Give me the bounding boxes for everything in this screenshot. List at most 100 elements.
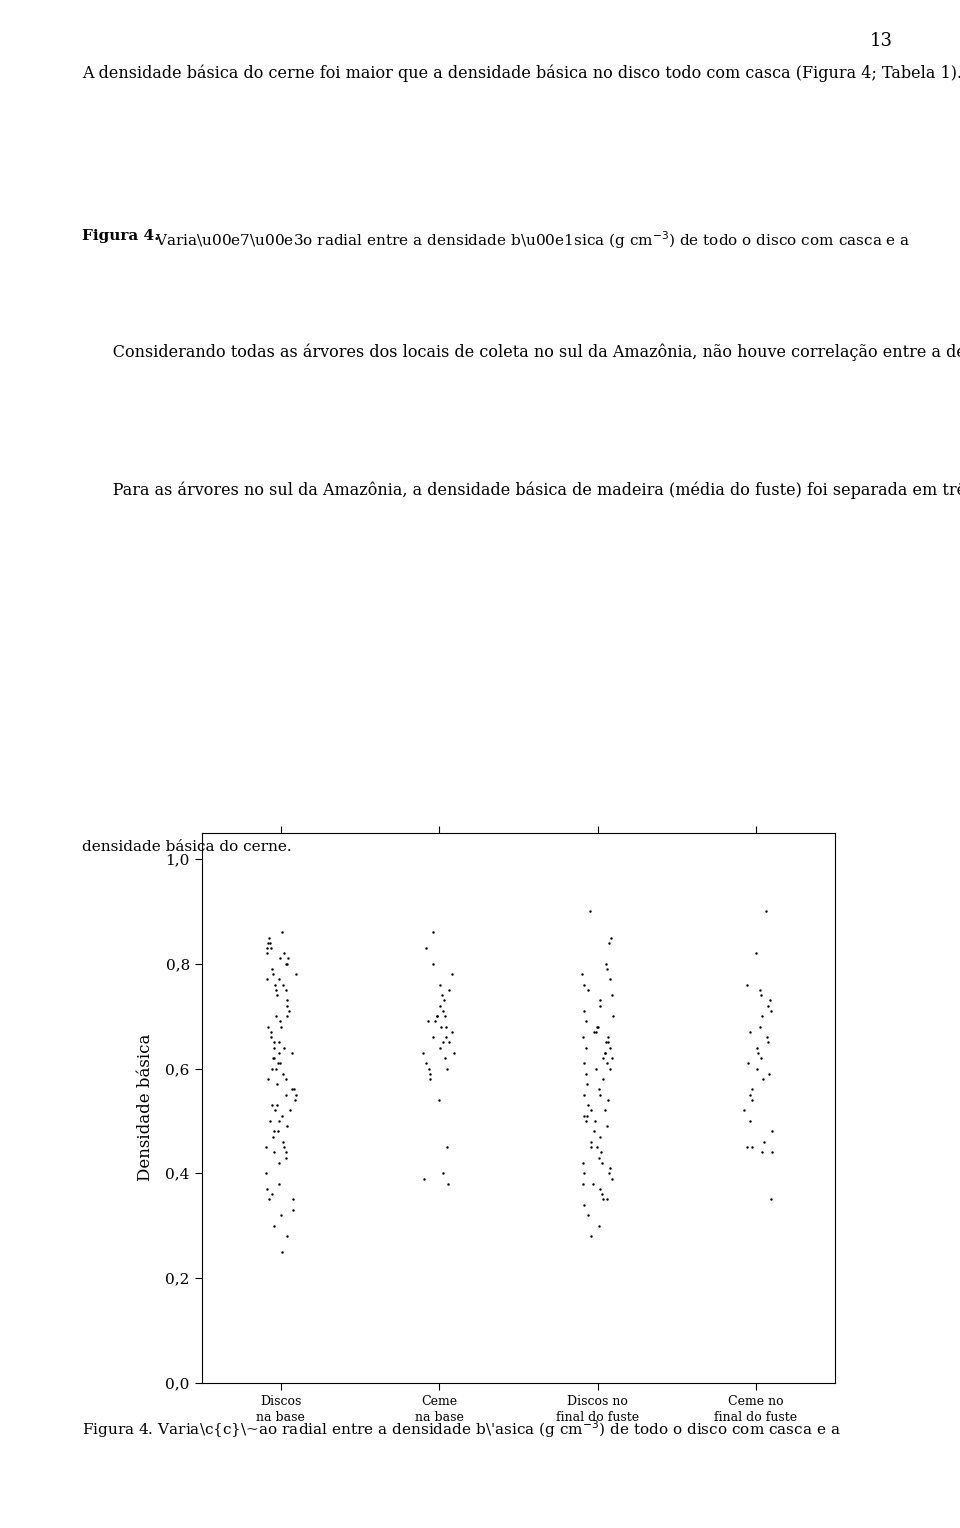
Point <box>440 1172 455 1196</box>
Point <box>272 1109 287 1134</box>
Point <box>575 963 590 987</box>
Text: Varia\u00e7\u00e3o radial entre a densidade b\u00e1sica (g cm$^{-3}$) de todo o : Varia\u00e7\u00e3o radial entre a densid… <box>155 229 910 251</box>
Point <box>591 1146 607 1170</box>
Point <box>739 1135 755 1160</box>
Point <box>419 935 434 960</box>
Point <box>586 1172 601 1196</box>
Point <box>755 1067 770 1091</box>
Point <box>276 941 292 966</box>
Point <box>275 920 290 944</box>
Point <box>274 1203 289 1227</box>
Point <box>267 1099 282 1123</box>
Point <box>278 978 294 1002</box>
Point <box>278 1082 294 1106</box>
Point <box>422 1067 438 1091</box>
Point <box>420 1008 436 1033</box>
Point <box>588 1019 603 1044</box>
Point <box>592 1177 608 1201</box>
Point <box>270 1093 285 1117</box>
Point <box>593 1140 609 1164</box>
Point <box>750 1036 765 1060</box>
Point <box>433 1015 448 1039</box>
Point <box>578 1008 593 1033</box>
Point <box>602 931 617 955</box>
Point <box>280 946 296 970</box>
Point <box>278 1067 294 1091</box>
Point <box>419 1051 434 1076</box>
Point <box>259 1177 275 1201</box>
Point <box>579 1103 594 1128</box>
Point <box>432 972 447 996</box>
Point <box>595 1151 611 1175</box>
Point <box>269 1073 284 1097</box>
Point <box>580 1203 595 1227</box>
Point <box>578 1062 593 1086</box>
Point <box>445 1041 461 1065</box>
Point <box>601 1030 616 1054</box>
Point <box>598 952 613 976</box>
Point <box>584 1099 599 1123</box>
Point <box>286 1187 301 1212</box>
Text: Figura 4.: Figura 4. <box>82 229 159 243</box>
Point <box>282 1099 298 1123</box>
Point <box>432 993 447 1018</box>
Point <box>272 1172 287 1196</box>
Point <box>431 1088 446 1112</box>
Point <box>590 1015 606 1039</box>
Point <box>744 1077 759 1102</box>
Point <box>279 952 295 976</box>
Point <box>279 1114 295 1138</box>
Point <box>261 926 276 950</box>
Point <box>748 941 763 966</box>
Point <box>268 978 283 1002</box>
Point <box>272 1151 287 1175</box>
Point <box>264 1183 279 1207</box>
Point <box>597 1041 612 1065</box>
Point <box>576 1161 591 1186</box>
Point <box>266 1125 281 1149</box>
Point <box>284 1041 300 1065</box>
Point <box>264 1019 279 1044</box>
Point <box>277 952 293 976</box>
Point <box>602 967 617 992</box>
Point <box>587 1118 602 1143</box>
Point <box>439 1015 454 1039</box>
Point <box>444 963 460 987</box>
Point <box>576 1051 591 1076</box>
Point <box>440 1056 455 1080</box>
Point <box>438 1045 453 1070</box>
Point <box>259 941 275 966</box>
Point <box>259 935 275 960</box>
Point <box>599 1187 614 1212</box>
Point <box>439 1025 454 1050</box>
Point <box>279 1224 295 1248</box>
Point <box>272 967 287 992</box>
Point <box>575 1025 590 1050</box>
Point <box>750 1056 765 1080</box>
Point <box>279 1004 295 1028</box>
Point <box>576 999 591 1024</box>
Point <box>260 1015 276 1039</box>
Point <box>417 1166 432 1190</box>
Point <box>427 1008 443 1033</box>
Point <box>762 989 778 1013</box>
Point <box>591 1077 607 1102</box>
Point <box>751 1041 766 1065</box>
Point <box>754 1045 769 1070</box>
Point <box>272 1041 287 1065</box>
Point <box>603 926 618 950</box>
Point <box>599 957 614 981</box>
Point <box>275 1129 290 1154</box>
Point <box>268 972 283 996</box>
Point <box>756 1129 771 1154</box>
Point <box>270 1051 285 1076</box>
Point <box>600 1088 615 1112</box>
Point <box>760 1030 776 1054</box>
Text: Figura 4. Varia\c{c}\~ao radial entre a densidade b\'asica (g cm$^{-3}$) de todo: Figura 4. Varia\c{c}\~ao radial entre a … <box>82 1418 840 1439</box>
Point <box>758 898 774 923</box>
Point <box>276 972 291 996</box>
Text: A densidade básica do cerne foi maior que a densidade básica no disco todo com c: A densidade básica do cerne foi maior qu… <box>82 64 960 81</box>
Point <box>444 1019 460 1044</box>
Point <box>425 920 441 944</box>
Point <box>269 1056 284 1080</box>
